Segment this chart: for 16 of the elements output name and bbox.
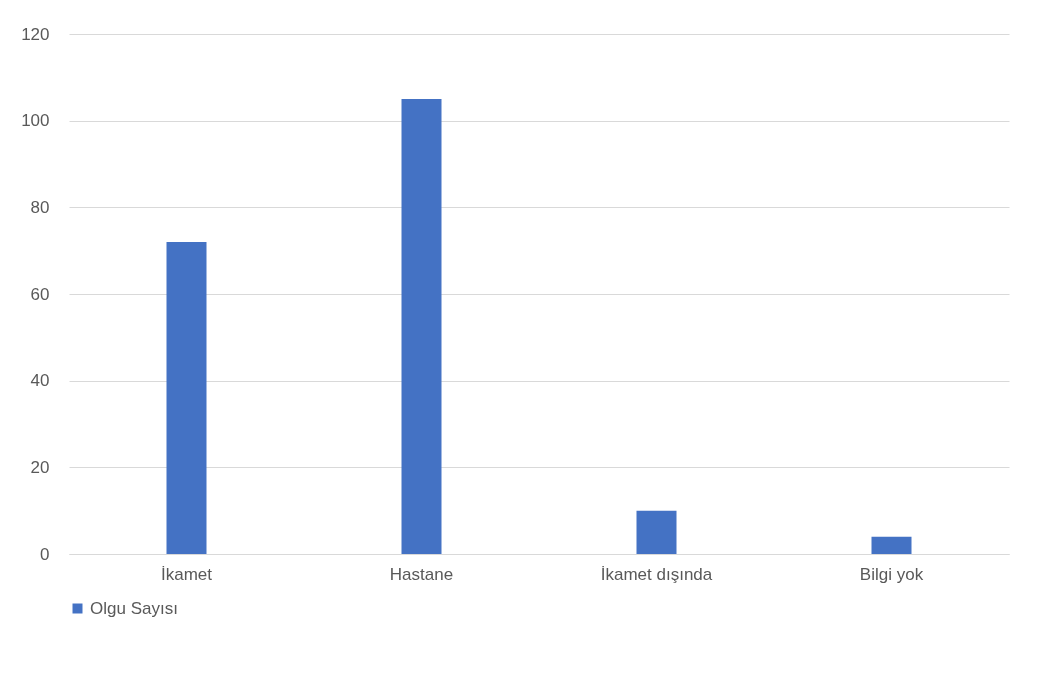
x-tick-label: Hastane <box>389 564 454 584</box>
bar <box>401 99 442 554</box>
bar <box>636 510 677 554</box>
x-tick-label: İkamet <box>160 564 213 584</box>
y-tick-label: 120 <box>21 24 50 44</box>
y-tick-label: 80 <box>30 197 50 217</box>
bar <box>166 242 207 554</box>
y-tick-label: 0 <box>40 544 50 564</box>
y-tick-label: 40 <box>30 371 50 391</box>
y-tick-label: 20 <box>30 457 50 477</box>
y-tick-label: 100 <box>21 111 50 131</box>
x-tick-label: İkamet dışında <box>600 564 713 584</box>
y-tick-label: 60 <box>30 284 50 304</box>
legend-label: Olgu Sayısı <box>90 598 178 618</box>
bar <box>871 536 912 554</box>
x-tick-label: Bilgi yok <box>859 564 924 584</box>
